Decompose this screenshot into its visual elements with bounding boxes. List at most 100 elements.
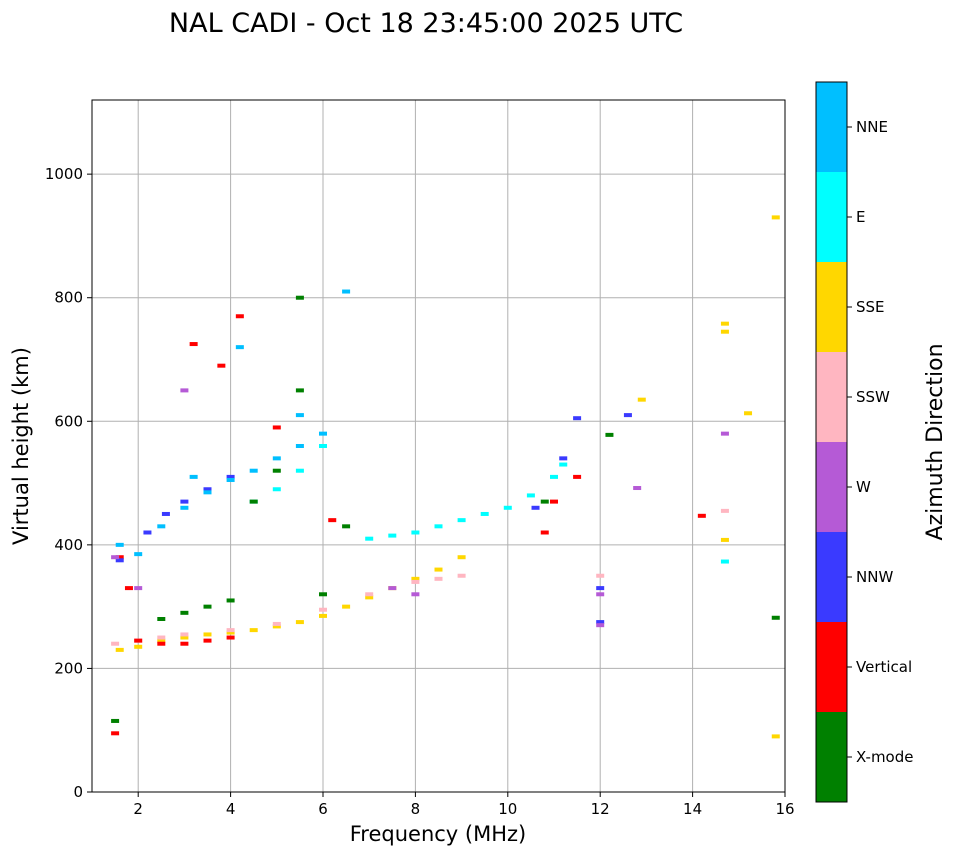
data-point: [596, 573, 605, 578]
data-point: [319, 613, 327, 618]
data-point: [189, 342, 198, 347]
data-point: [633, 486, 642, 491]
data-point: [272, 425, 281, 430]
data-point: [134, 586, 143, 591]
colorbar-tick-label: SSE: [856, 298, 885, 316]
colorbar-tick-label: SSW: [856, 388, 890, 406]
data-point: [720, 431, 729, 436]
y-tick-label: 200: [54, 659, 83, 677]
data-point: [180, 388, 189, 393]
colorbar-segment: [816, 352, 847, 442]
data-point: [457, 518, 466, 523]
data-point: [272, 624, 281, 629]
data-point: [180, 499, 189, 504]
data-point: [226, 477, 235, 482]
data-point: [637, 397, 646, 402]
data-point: [411, 579, 420, 584]
data-point: [596, 620, 605, 625]
data-point: [342, 289, 351, 294]
data-point: [272, 621, 281, 626]
data-point: [115, 542, 124, 547]
colorbar-segment: [816, 712, 847, 802]
data-point: [540, 530, 549, 535]
colorbar-tick-label: NNW: [856, 568, 893, 586]
y-axis: 0 200 400 600 800 1000: [45, 165, 92, 801]
data-point: [365, 536, 374, 541]
data-point: [550, 474, 558, 479]
data-point: [503, 505, 512, 510]
data-point: [161, 511, 170, 516]
colorbar-label: Azimuth Direction: [923, 343, 948, 540]
data-point: [365, 592, 374, 597]
colorbar-frame: [815, 81, 848, 803]
data-point: [295, 468, 304, 473]
data-point: [180, 641, 189, 646]
data-point: [559, 462, 568, 467]
data-point: [203, 638, 212, 643]
grid-lines: [92, 100, 785, 792]
x-axis: 2 4 6 8 10 12 14 16: [133, 792, 795, 818]
x-tick-label: 12: [591, 800, 610, 818]
data-points: [111, 215, 780, 739]
data-point: [134, 644, 143, 649]
data-point: [559, 456, 568, 461]
colorbar-segment: [816, 82, 847, 172]
data-point: [295, 620, 304, 625]
data-point: [623, 413, 632, 418]
data-point: [342, 604, 351, 609]
data-point: [342, 524, 351, 529]
data-point: [411, 592, 420, 597]
data-point: [157, 524, 166, 529]
data-point: [226, 598, 235, 603]
plot-frame: [91, 99, 786, 793]
data-point: [295, 413, 304, 418]
x-tick-label: 10: [498, 800, 517, 818]
data-point: [457, 573, 466, 578]
data-point: [388, 586, 397, 591]
data-point: [411, 576, 420, 581]
data-point: [134, 638, 143, 643]
colorbar-tick-label: NNE: [856, 118, 888, 136]
colorbar-segment: [816, 622, 847, 712]
data-point: [111, 718, 120, 723]
data-point: [526, 493, 535, 498]
x-tick-label: 6: [318, 800, 328, 818]
x-tick-label: 16: [775, 800, 794, 818]
chart-title: NAL CADI - Oct 18 23:45:00 2025 UTC: [169, 8, 683, 39]
data-point: [226, 630, 235, 635]
colorbar-tick-label: W: [856, 478, 871, 496]
data-point: [434, 524, 443, 529]
colorbar: X-mode Vertical NNW W SSW SSE E NNE: [815, 81, 913, 803]
data-point: [235, 345, 244, 350]
data-point: [720, 321, 729, 326]
data-point: [203, 604, 212, 609]
data-point: [115, 647, 124, 652]
colorbar-tick-label: Vertical: [856, 658, 912, 676]
data-point: [697, 513, 706, 518]
data-point: [573, 474, 582, 479]
data-point: [319, 592, 327, 597]
data-point: [111, 555, 120, 560]
data-point: [203, 632, 212, 637]
y-tick-label: 600: [54, 412, 83, 430]
data-point: [203, 490, 212, 495]
data-point: [226, 474, 235, 479]
colorbar-tick-label: E: [856, 208, 865, 226]
data-point: [180, 610, 189, 615]
data-point: [365, 595, 374, 600]
data-point: [480, 511, 489, 516]
data-point: [319, 607, 327, 612]
data-point: [115, 558, 124, 563]
data-point: [111, 641, 120, 646]
y-tick-label: 800: [54, 289, 83, 307]
data-point: [434, 576, 443, 581]
data-point: [388, 533, 397, 538]
data-point: [457, 555, 466, 560]
data-point: [249, 468, 258, 473]
x-tick-label: 4: [226, 800, 236, 818]
data-point: [272, 468, 281, 473]
data-point: [720, 537, 729, 542]
data-point: [596, 586, 605, 591]
data-point: [550, 499, 558, 504]
